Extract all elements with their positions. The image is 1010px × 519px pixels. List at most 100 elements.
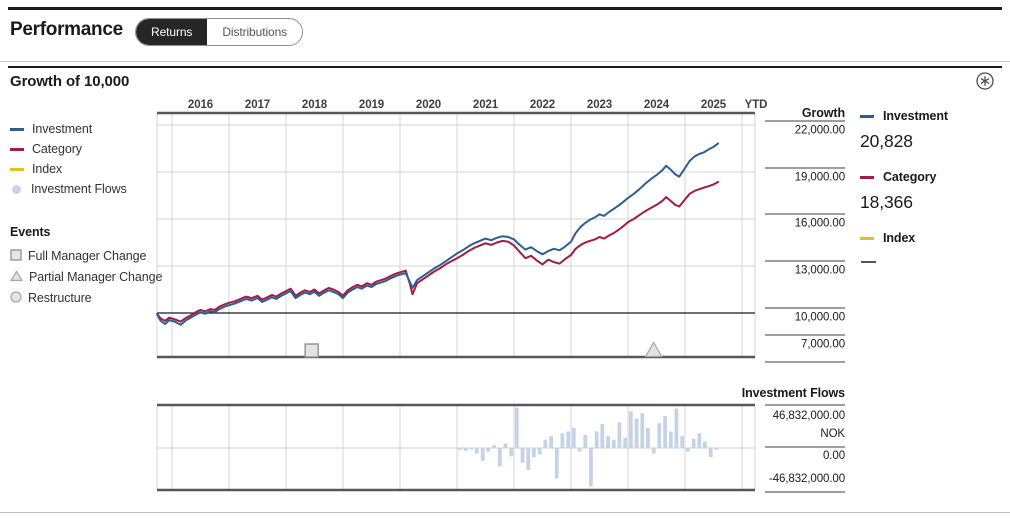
flow-bar xyxy=(617,422,622,448)
flow-bar xyxy=(697,433,702,448)
disclosure-asterisk-button[interactable] xyxy=(975,71,995,91)
page-bottom-divider xyxy=(0,512,1010,513)
legend-label: Category xyxy=(32,142,82,156)
legend-item-index: Index xyxy=(10,159,127,179)
event-label: Full Manager Change xyxy=(28,249,147,263)
summary-item-index: Index xyxy=(860,231,915,245)
flows-min-label: -46,832,000.00 xyxy=(769,473,845,485)
events-title: Events xyxy=(10,225,51,239)
x-axis-label: 2020 xyxy=(416,99,441,111)
flow-bar xyxy=(708,448,713,458)
tab-distributions[interactable]: Distributions xyxy=(222,25,288,39)
asterisk-icon xyxy=(976,72,994,90)
investment-final-value: 20,828 xyxy=(860,131,913,151)
flow-bar xyxy=(611,439,616,448)
series-line-investment xyxy=(156,142,720,326)
tab-returns[interactable]: Returns xyxy=(136,19,208,45)
growth-chart-plot-area[interactable] xyxy=(157,113,755,357)
event-marker-triangle[interactable] xyxy=(644,341,663,358)
event-item-full-manager-change: Full Manager Change xyxy=(10,246,166,267)
flows-chart-plot-area[interactable] xyxy=(157,405,755,490)
view-toggle: Returns Distributions xyxy=(135,18,304,46)
legend-label: Investment xyxy=(32,122,93,136)
x-axis-label: 2021 xyxy=(473,99,499,111)
legend-item-investment-flows: Investment Flows xyxy=(10,179,127,199)
series-line-category xyxy=(156,180,720,323)
flow-bar xyxy=(640,413,645,448)
flow-bar xyxy=(628,411,633,448)
category-final-value: 18,366 xyxy=(860,192,913,212)
flow-bar xyxy=(486,448,491,452)
legend-label: Investment Flows xyxy=(31,182,127,196)
flow-bar xyxy=(571,427,576,448)
x-axis-label: 2019 xyxy=(359,99,384,111)
index-line-swatch xyxy=(860,236,874,240)
summary-label: Category xyxy=(883,170,937,184)
flow-bar xyxy=(663,415,667,448)
header-divider xyxy=(0,61,1010,62)
flow-bar xyxy=(600,424,605,448)
flow-bar xyxy=(657,423,662,448)
investment-line-swatch xyxy=(860,114,874,118)
flow-bar xyxy=(509,448,514,457)
flows-currency-label: NOK xyxy=(820,428,845,440)
flow-bar xyxy=(543,439,548,448)
flow-bar xyxy=(537,448,542,455)
flow-bar xyxy=(668,431,673,448)
flow-bar xyxy=(492,445,496,448)
flow-bar xyxy=(685,448,690,452)
flow-bar xyxy=(703,441,707,448)
flow-bar xyxy=(651,448,656,454)
summary-label: Investment xyxy=(883,109,948,123)
event-item-partial-manager-change: Partial Manager Change xyxy=(9,267,166,288)
x-axis-label: 2022 xyxy=(530,99,555,111)
flow-bar xyxy=(577,448,582,452)
summary-item-investment: Investment xyxy=(860,109,948,123)
flow-bar xyxy=(554,448,559,479)
flow-bar xyxy=(623,437,628,448)
event-label: Partial Manager Change xyxy=(29,270,163,284)
flow-bar xyxy=(646,427,650,448)
summary-item-category: Category xyxy=(860,170,936,184)
flow-bar xyxy=(594,431,599,448)
flow-bar xyxy=(634,418,639,448)
growth-scale-label: 7,000.00 xyxy=(801,339,845,351)
summary-label: Index xyxy=(883,231,916,245)
flow-bar xyxy=(526,448,531,470)
chart-legend: Investment Category Index Investment Flo… xyxy=(10,119,127,199)
x-axis-label: 2024 xyxy=(644,99,670,111)
events-legend: Events Full Manager Change Partial Manag… xyxy=(9,222,166,309)
flow-bar xyxy=(606,436,610,448)
legend-item-category: Category xyxy=(10,139,127,159)
circle-marker-icon xyxy=(10,289,22,309)
category-line-swatch xyxy=(860,175,874,179)
flows-panel-title: Investment Flows xyxy=(741,386,845,400)
flow-bar xyxy=(714,448,719,450)
flow-bar xyxy=(583,435,588,448)
x-axis-label: 2025 xyxy=(701,99,727,111)
legend-label: Index xyxy=(32,162,63,176)
page-top-border xyxy=(8,7,1002,10)
flow-bar xyxy=(480,448,485,461)
growth-scale-label: 22,000.00 xyxy=(795,125,845,137)
growth-scale-label: 16,000.00 xyxy=(795,218,845,230)
flow-bar xyxy=(691,438,696,448)
square-marker-icon xyxy=(10,247,22,267)
section-top-border xyxy=(8,66,1002,68)
triangle-marker-icon xyxy=(9,268,24,288)
event-marker-square[interactable] xyxy=(304,343,319,358)
chart-section-title: Growth of 10,000 xyxy=(10,73,130,90)
page-title: Performance xyxy=(10,19,123,40)
growth-scale-label: 19,000.00 xyxy=(795,172,845,184)
x-axis-label: 2017 xyxy=(245,99,270,111)
index-line-swatch xyxy=(10,167,24,171)
flow-bar xyxy=(532,448,536,458)
flow-bar xyxy=(497,448,502,467)
flow-bar xyxy=(520,448,525,463)
x-axis-label: YTD xyxy=(745,99,768,111)
flow-bar xyxy=(514,407,519,448)
x-axis-label: 2016 xyxy=(188,99,213,111)
x-axis-label: 2023 xyxy=(587,99,612,111)
